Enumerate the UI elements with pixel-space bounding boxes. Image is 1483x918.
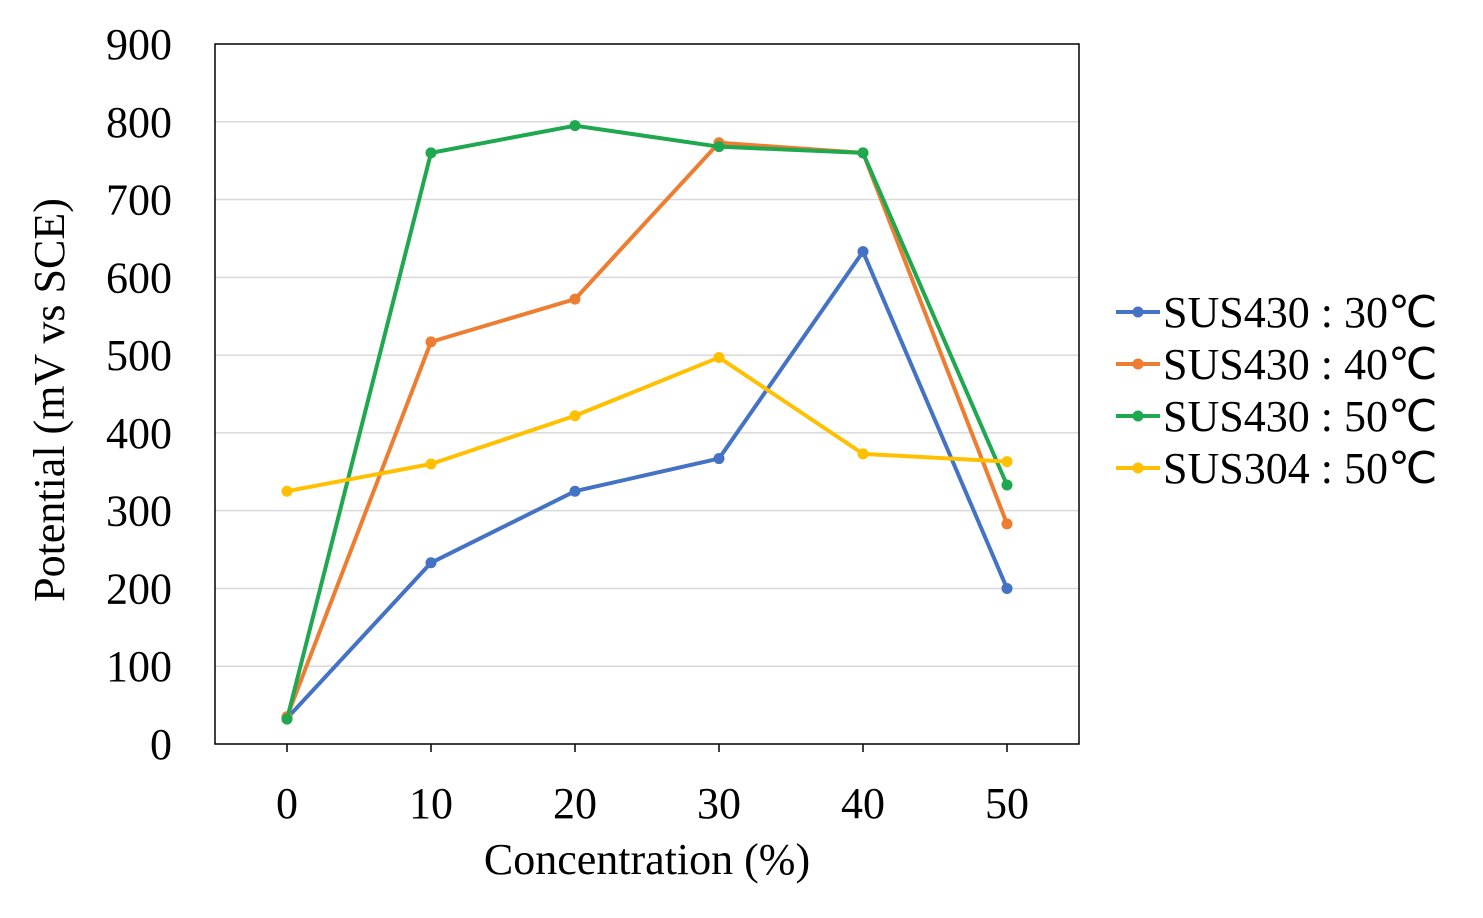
series-line [285, 249, 1009, 720]
legend-label: SUS430 : 50℃ [1163, 392, 1437, 441]
legend-label: SUS430 : 30℃ [1163, 288, 1437, 337]
data-point [569, 410, 581, 422]
gridlines [215, 121, 1079, 667]
data-point [857, 147, 869, 159]
y-tick-label: 500 [106, 331, 172, 380]
data-point [281, 713, 293, 725]
data-point [425, 147, 437, 159]
y-tick-label: 0 [150, 720, 172, 769]
x-axis-title: Concentration (%) [484, 835, 810, 884]
y-tick-label: 800 [106, 98, 172, 147]
legend-label: SUS304 : 50℃ [1163, 444, 1437, 493]
data-point [1001, 518, 1013, 530]
x-axis-tick-labels: 0 10 20 30 40 50 [276, 779, 1029, 828]
legend-item: SUS430 : 30℃ [1116, 288, 1437, 337]
y-tick-label: 300 [106, 487, 172, 536]
data-point [1001, 456, 1013, 468]
legend-item: SUS304 : 50℃ [1116, 444, 1437, 493]
data-point [425, 336, 437, 348]
y-axis-tick-labels: 0 100 200 300 400 500 600 700 800 900 [106, 20, 172, 769]
series-0 [281, 246, 1013, 724]
plot-area-frame [214, 43, 1080, 745]
series-1 [281, 137, 1013, 723]
data-point [713, 453, 725, 465]
data-point [857, 246, 869, 258]
legend-swatch-marker [1132, 410, 1144, 422]
series-line [285, 140, 1009, 718]
data-point [1001, 582, 1013, 594]
y-axis-title: Potential (mV vs SCE) [25, 198, 74, 602]
y-tick-label: 200 [106, 564, 172, 613]
legend-item: SUS430 : 40℃ [1116, 340, 1437, 389]
legend-label: SUS430 : 40℃ [1163, 340, 1437, 389]
data-point [569, 293, 581, 305]
y-tick-label: 100 [106, 642, 172, 691]
data-point [569, 120, 581, 132]
legend-item: SUS430 : 50℃ [1116, 392, 1437, 441]
data-point [713, 141, 725, 153]
series-layer [281, 120, 1013, 725]
data-point [425, 458, 437, 470]
x-tick-label: 20 [553, 779, 597, 828]
x-axis-tick-marks [286, 744, 1008, 752]
x-tick-label: 50 [985, 779, 1029, 828]
y-tick-label: 400 [106, 409, 172, 458]
data-point [713, 351, 725, 363]
series-line [286, 355, 1008, 494]
legend-swatch-marker [1132, 306, 1144, 318]
series-2 [281, 120, 1013, 725]
data-point [569, 485, 581, 497]
x-tick-label: 0 [276, 779, 298, 828]
series-line [285, 123, 1009, 720]
y-tick-label: 900 [106, 20, 172, 69]
data-point [425, 557, 437, 569]
y-tick-label: 700 [106, 176, 172, 225]
x-tick-label: 10 [409, 779, 453, 828]
x-tick-label: 40 [841, 779, 885, 828]
data-point [281, 485, 293, 497]
y-tick-label: 600 [106, 253, 172, 302]
legend-swatch-marker [1132, 462, 1144, 474]
series-3 [281, 351, 1013, 497]
x-tick-label: 30 [697, 779, 741, 828]
data-point [1001, 479, 1013, 491]
data-point [857, 448, 869, 460]
legend-swatch-marker [1132, 358, 1144, 370]
